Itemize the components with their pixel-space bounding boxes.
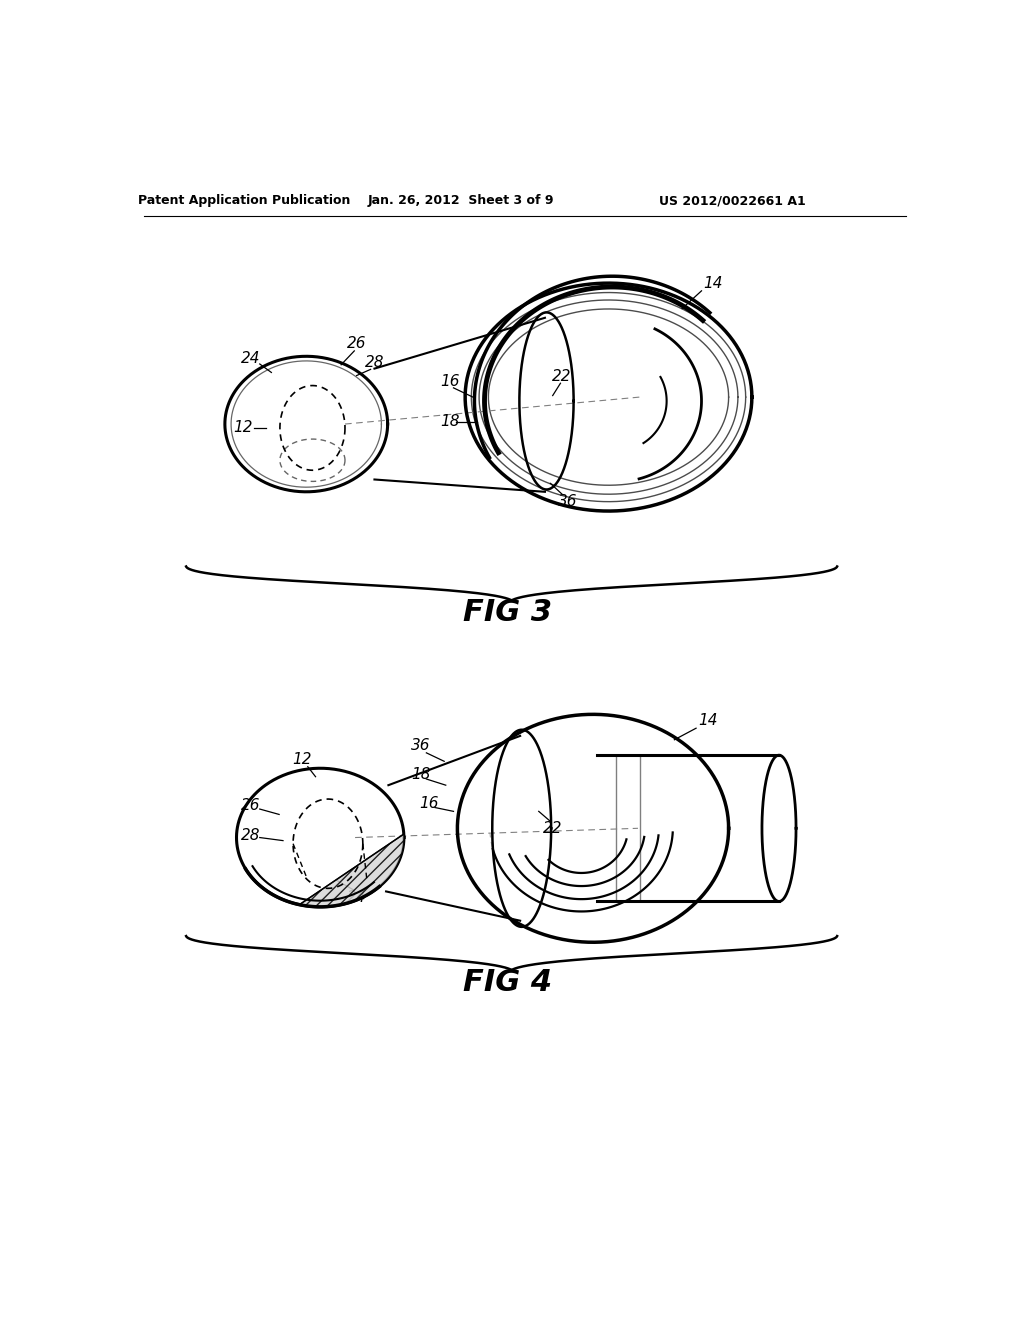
Text: FIG 3: FIG 3 <box>463 598 552 627</box>
Text: 12: 12 <box>293 751 312 767</box>
Text: 14: 14 <box>703 276 723 292</box>
Text: 14: 14 <box>698 713 718 729</box>
Text: 18: 18 <box>412 767 431 781</box>
Text: 16: 16 <box>440 374 460 389</box>
Text: 22: 22 <box>552 368 571 384</box>
Text: 24: 24 <box>241 351 260 366</box>
Text: 22: 22 <box>543 821 562 836</box>
Text: 28: 28 <box>365 355 384 370</box>
Text: FIG 4: FIG 4 <box>463 968 552 997</box>
Text: 26: 26 <box>241 797 260 813</box>
Text: US 2012/0022661 A1: US 2012/0022661 A1 <box>659 194 806 207</box>
Text: Patent Application Publication: Patent Application Publication <box>138 194 350 207</box>
Text: Jan. 26, 2012  Sheet 3 of 9: Jan. 26, 2012 Sheet 3 of 9 <box>368 194 555 207</box>
Polygon shape <box>299 834 403 907</box>
Text: 12: 12 <box>232 420 253 436</box>
Text: 16: 16 <box>419 796 438 812</box>
Text: 28: 28 <box>241 829 260 843</box>
Text: 26: 26 <box>347 335 367 351</box>
Text: 36: 36 <box>558 494 578 508</box>
Text: 18: 18 <box>440 414 460 429</box>
Text: 36: 36 <box>412 738 431 754</box>
Text: 24: 24 <box>347 890 367 906</box>
